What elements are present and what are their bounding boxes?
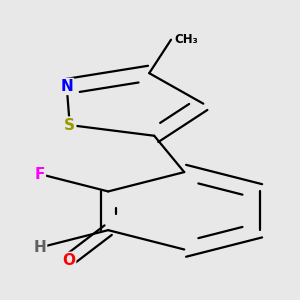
Text: O: O: [62, 253, 75, 268]
Text: N: N: [60, 79, 73, 94]
Text: S: S: [64, 118, 75, 133]
Text: H: H: [33, 240, 46, 255]
Text: F: F: [34, 167, 45, 182]
Text: CH₃: CH₃: [174, 33, 198, 46]
